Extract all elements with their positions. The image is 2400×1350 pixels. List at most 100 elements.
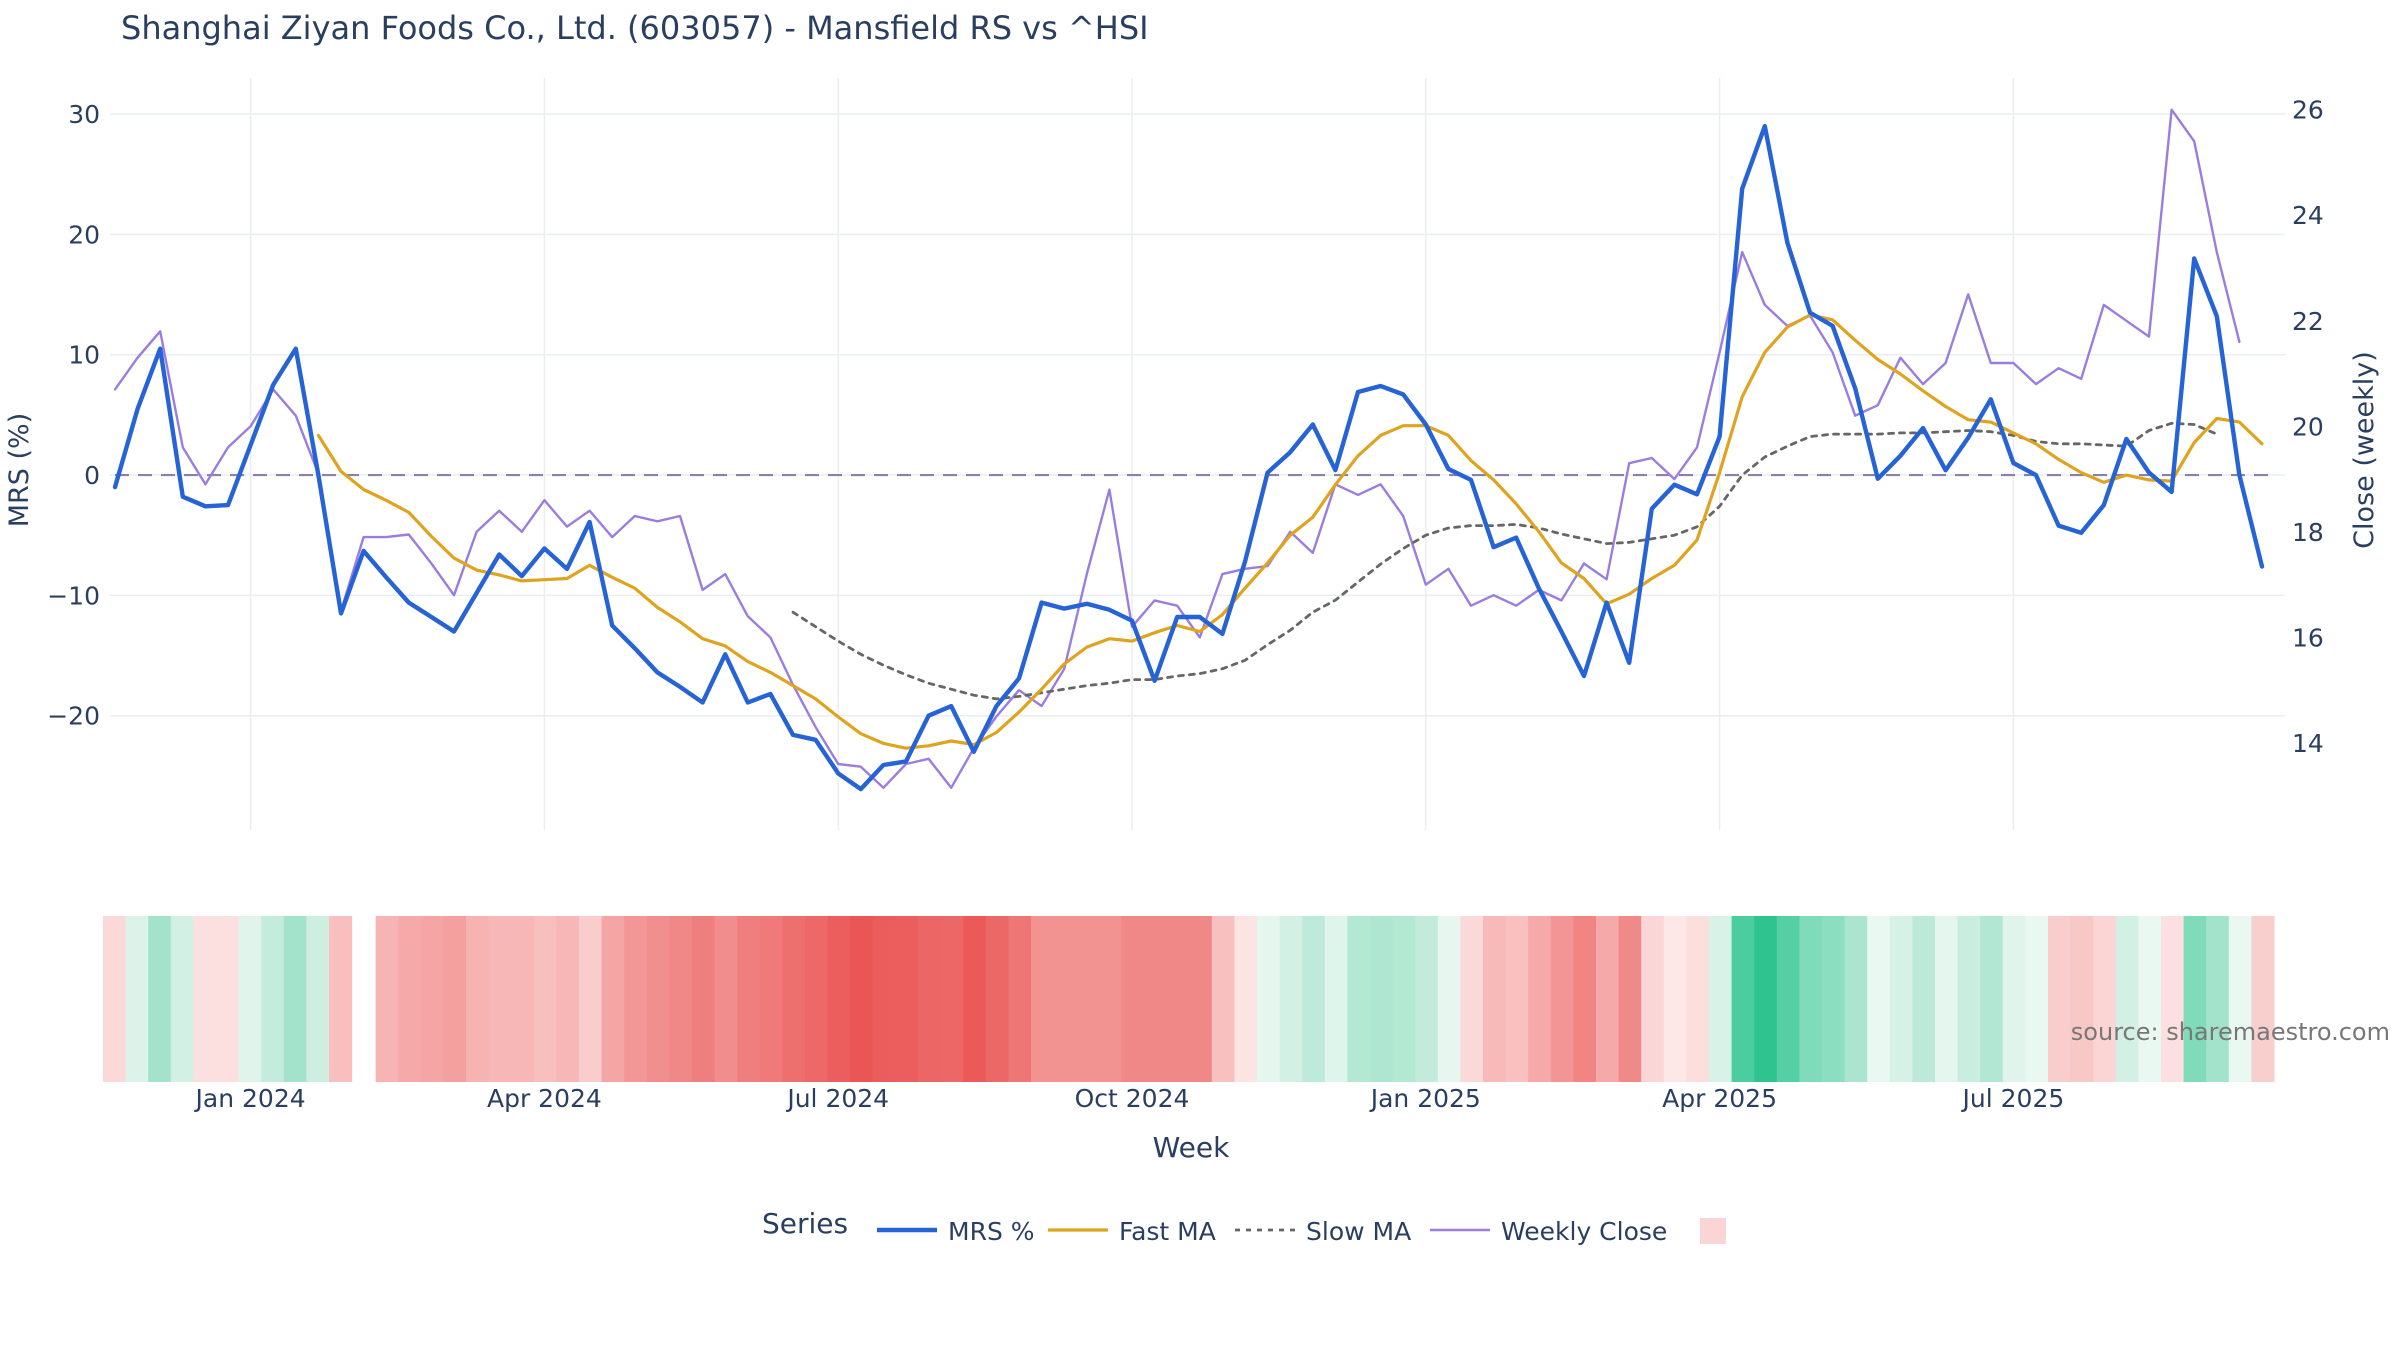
legend-label: Slow MA bbox=[1306, 1217, 1411, 1246]
heatmap-cell bbox=[963, 916, 987, 1082]
heatmap-cell bbox=[985, 916, 1009, 1082]
heatmap-cell bbox=[646, 916, 670, 1082]
heatmap-cell bbox=[103, 916, 127, 1082]
heatmap-cell bbox=[1234, 916, 1258, 1082]
heatmap-cell bbox=[1257, 916, 1281, 1082]
heatmap-cell bbox=[1980, 916, 2004, 1082]
y2-tick-label: 16 bbox=[2292, 623, 2324, 652]
legend-item[interactable]: Slow MA bbox=[1235, 1217, 1411, 1246]
heatmap-cell bbox=[238, 916, 262, 1082]
x-tick-label: Apr 2024 bbox=[487, 1084, 602, 1113]
heatmap-cell bbox=[1528, 916, 1552, 1082]
heatmap-cell bbox=[1799, 916, 1823, 1082]
heatmap-cell bbox=[692, 916, 716, 1082]
heatmap-cell bbox=[488, 916, 512, 1082]
legend-item[interactable] bbox=[1700, 1218, 1726, 1244]
heatmap-cell bbox=[2251, 916, 2275, 1082]
heatmap-cell bbox=[1211, 916, 1235, 1082]
heatmap-cell bbox=[375, 916, 399, 1082]
heatmap-cell bbox=[1483, 916, 1507, 1082]
legend-title: Series bbox=[762, 1207, 848, 1240]
heatmap-cell bbox=[940, 916, 964, 1082]
heatmap-cell bbox=[918, 916, 942, 1082]
heatmap-cell bbox=[601, 916, 625, 1082]
heatmap-cell bbox=[1889, 916, 1913, 1082]
legend-label: MRS % bbox=[948, 1217, 1035, 1246]
heatmap-cell bbox=[1618, 916, 1642, 1082]
heatmap-cell bbox=[1098, 916, 1122, 1082]
y2-tick-label: 24 bbox=[2292, 201, 2324, 230]
heatmap-cell bbox=[148, 916, 172, 1082]
heatmap-cell bbox=[1912, 916, 1936, 1082]
heatmap-cell bbox=[759, 916, 783, 1082]
legend-label: Fast MA bbox=[1119, 1217, 1216, 1246]
heatmap-cell bbox=[216, 916, 240, 1082]
heatmap-cell bbox=[1505, 916, 1529, 1082]
y-tick-label: −20 bbox=[47, 702, 100, 731]
heatmap-cell bbox=[1754, 916, 1778, 1082]
x-tick-label: Jan 2025 bbox=[1369, 1084, 1481, 1113]
x-axis-ticks: Jan 2024 Apr 2024 Jul 2024 Oct 2024 Jan 2025… bbox=[194, 1084, 2065, 1113]
heatmap-cell bbox=[850, 916, 874, 1082]
heatmap-cell bbox=[1415, 916, 1439, 1082]
heatmap-cell bbox=[1844, 916, 1868, 1082]
heatmap-cell bbox=[283, 916, 307, 1082]
legend: Series MRS % Fast MA Slow MA Weekly Close bbox=[762, 1207, 1726, 1246]
heatmap-cell bbox=[1663, 916, 1687, 1082]
heatmap-cell bbox=[1053, 916, 1077, 1082]
legend-item[interactable]: MRS % bbox=[877, 1217, 1035, 1246]
heatmap-cell bbox=[714, 916, 738, 1082]
heatmap-cell bbox=[511, 916, 535, 1082]
y-tick-label: 30 bbox=[68, 100, 100, 129]
heatmap-cell bbox=[2115, 916, 2139, 1082]
x-tick-label: Jul 2025 bbox=[1961, 1084, 2065, 1113]
heatmap-cell bbox=[261, 916, 285, 1082]
heatmap-cell bbox=[2048, 916, 2072, 1082]
series-line-fast-ma bbox=[316, 313, 2264, 750]
heatmap-cell bbox=[827, 916, 851, 1082]
heatmap-cell bbox=[895, 916, 919, 1082]
heatmap-cell bbox=[556, 916, 580, 1082]
heatmap-cell bbox=[737, 916, 761, 1082]
heatmap-cell bbox=[2002, 916, 2026, 1082]
legend-item[interactable]: Fast MA bbox=[1048, 1217, 1216, 1246]
series-line-mrs bbox=[112, 123, 2265, 792]
y2-axis-ticks: 14 16 18 20 22 24 26 bbox=[2292, 96, 2324, 758]
y2-tick-label: 14 bbox=[2292, 729, 2324, 758]
series-group bbox=[112, 108, 2265, 792]
y-axis-label: MRS (%) bbox=[4, 413, 35, 528]
heatmap-cell bbox=[1957, 916, 1981, 1082]
y2-tick-label: 18 bbox=[2292, 518, 2324, 547]
heatmap-cell bbox=[533, 916, 557, 1082]
heatmap-cell bbox=[2093, 916, 2117, 1082]
heatmap-cell bbox=[1279, 916, 1303, 1082]
y-tick-label: −10 bbox=[47, 581, 100, 610]
heatmap-cell bbox=[466, 916, 490, 1082]
heatmap-cell bbox=[398, 916, 422, 1082]
heatmap-cell bbox=[2025, 916, 2049, 1082]
heatmap-cell bbox=[329, 916, 353, 1082]
heatmap-cell bbox=[1686, 916, 1710, 1082]
heatmap-cell bbox=[805, 916, 829, 1082]
heatmap-cell bbox=[872, 916, 896, 1082]
x-tick-label: Jul 2024 bbox=[785, 1084, 889, 1113]
heatmap-cell bbox=[1076, 916, 1100, 1082]
heatmap-cell bbox=[1392, 916, 1416, 1082]
x-tick-label: Jan 2024 bbox=[194, 1084, 306, 1113]
heatmap-strip bbox=[103, 916, 2275, 1082]
heatmap-cell bbox=[2183, 916, 2207, 1082]
legend-item[interactable]: Weekly Close bbox=[1430, 1217, 1667, 1246]
heatmap-cell bbox=[2138, 916, 2162, 1082]
heatmap-cell bbox=[306, 916, 330, 1082]
heatmap-cell bbox=[1731, 916, 1755, 1082]
heatmap-cell bbox=[1935, 916, 1959, 1082]
y2-tick-label: 26 bbox=[2292, 96, 2324, 125]
y-tick-label: 20 bbox=[68, 220, 100, 249]
x-tick-label: Oct 2024 bbox=[1075, 1084, 1190, 1113]
heatmap-cell bbox=[420, 916, 444, 1082]
heatmap-cell bbox=[2228, 916, 2252, 1082]
heatmap-cell bbox=[1324, 916, 1348, 1082]
heatmap-cell bbox=[1302, 916, 1326, 1082]
heatmap-cell bbox=[2206, 916, 2230, 1082]
